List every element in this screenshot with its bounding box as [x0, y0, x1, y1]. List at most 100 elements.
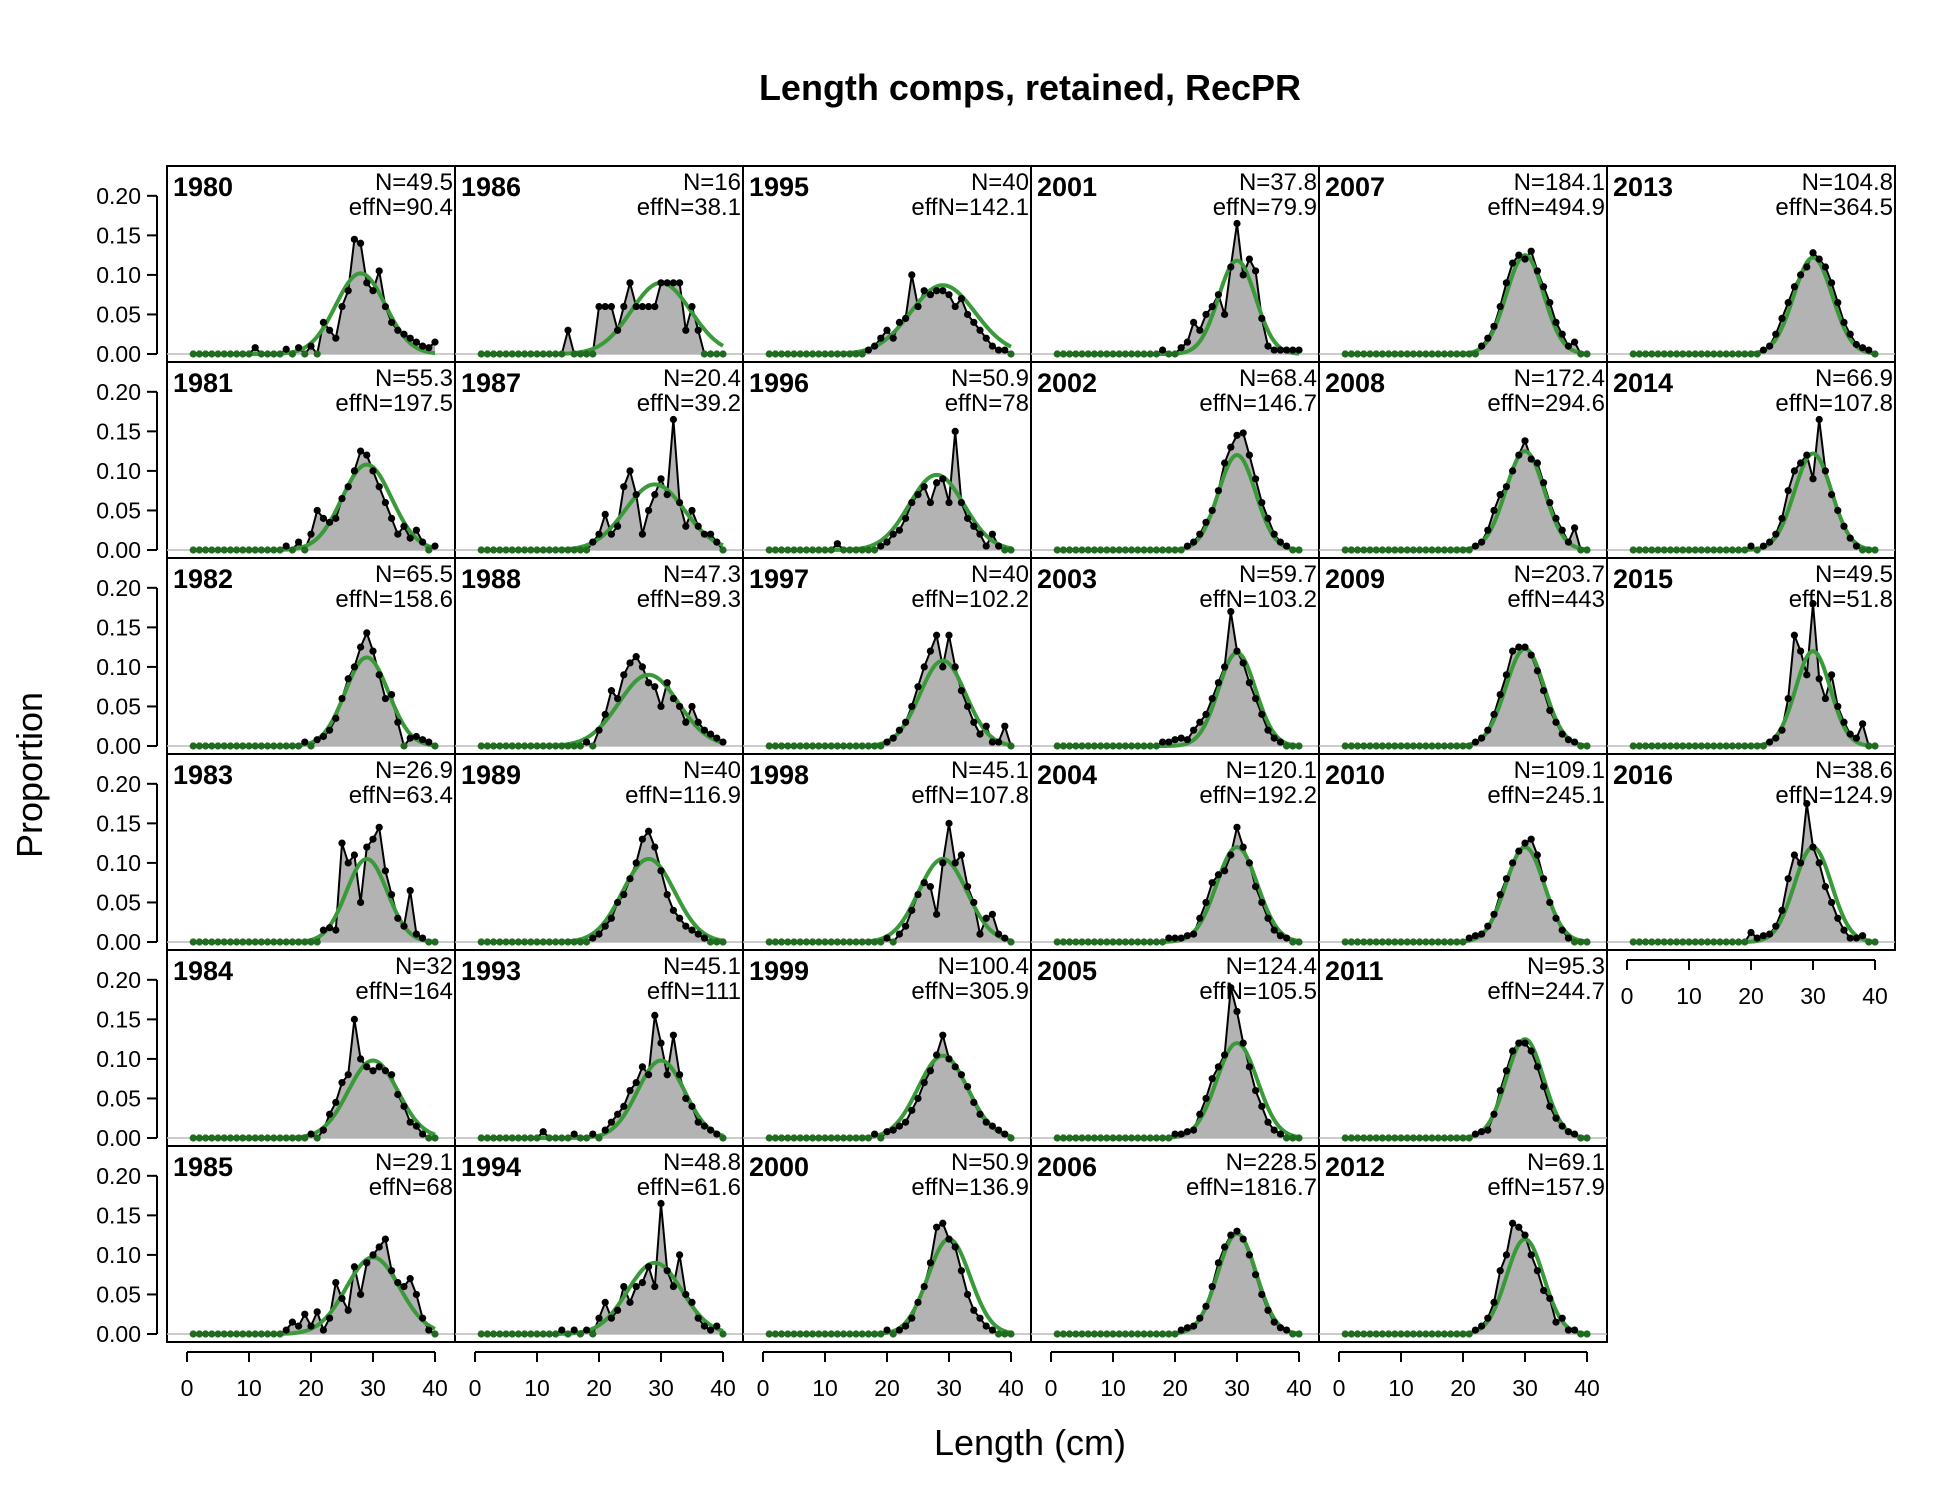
observed-point: [545, 1134, 554, 1142]
observed-point: [1183, 542, 1191, 550]
observed-point: [1214, 679, 1222, 687]
observed-point: [858, 350, 866, 358]
observed-point: [1090, 1330, 1098, 1338]
observed-point: [1078, 1330, 1086, 1338]
observed-point: [1834, 506, 1842, 515]
observed-point: [282, 345, 290, 353]
observed-point: [620, 1102, 628, 1110]
observed-point: [1354, 1134, 1362, 1142]
observed-point: [1815, 255, 1823, 263]
observed-point: [700, 530, 709, 538]
observed-point: [214, 938, 222, 946]
observed-point: [1183, 1128, 1191, 1136]
observed-point: [620, 483, 628, 491]
observed-point: [1648, 546, 1656, 554]
observed-point: [595, 726, 603, 734]
observed-point: [195, 938, 203, 946]
observed-point: [195, 742, 203, 750]
observed-point: [1385, 1330, 1393, 1338]
observed-point: [1772, 922, 1780, 930]
observed-point: [1360, 1134, 1368, 1142]
observed-point: [1865, 742, 1873, 750]
observed-point: [790, 1134, 798, 1142]
observed-point: [914, 1094, 922, 1103]
observed-point: [502, 350, 510, 358]
observed-point: [552, 350, 560, 358]
observed-point: [1865, 546, 1873, 554]
observed-point: [332, 714, 340, 722]
observed-point: [1385, 938, 1393, 946]
observed-point: [276, 938, 284, 946]
x-tick-label: 40: [710, 1375, 736, 1401]
observed-point: [276, 742, 284, 750]
observed-point: [1245, 859, 1253, 867]
observed-point: [1484, 922, 1492, 930]
panel-n-label: N=66.9: [1815, 365, 1893, 392]
panel-effn-label: effN=79.9: [1213, 194, 1317, 221]
observed-point: [1403, 350, 1411, 358]
observed-area: [769, 635, 1011, 746]
observed-point: [784, 1330, 792, 1338]
x-tick-label: 0: [181, 1375, 194, 1401]
observed-point: [394, 326, 402, 334]
observed-point: [564, 1134, 572, 1142]
observed-point: [1546, 498, 1554, 507]
observed-point: [1509, 259, 1517, 267]
observed-point: [713, 938, 721, 946]
observed-point: [1772, 330, 1780, 338]
observed-point: [1673, 546, 1681, 554]
observed-point: [895, 1122, 904, 1130]
observed-point: [338, 839, 346, 847]
observed-point: [1109, 350, 1117, 358]
observed-point: [1558, 526, 1566, 534]
observed-point: [1673, 938, 1681, 946]
y-tick-label: 0.20: [96, 183, 141, 209]
observed-point: [539, 350, 547, 358]
panel-effn-label: effN=111: [647, 978, 741, 1005]
observed-point: [1121, 1330, 1129, 1338]
observed-point: [1691, 350, 1699, 358]
observed-point: [700, 1322, 709, 1330]
observed-point: [688, 702, 696, 711]
observed-point: [1564, 1326, 1572, 1334]
observed-point: [933, 1223, 941, 1231]
observed-point: [1146, 546, 1154, 554]
observed-point: [765, 1330, 773, 1338]
observed-point: [895, 726, 904, 734]
observed-point: [1852, 340, 1860, 349]
observed-point: [1540, 1286, 1548, 1295]
observed-point: [344, 1306, 352, 1314]
observed-point: [626, 1086, 634, 1095]
observed-point: [626, 1298, 634, 1306]
observed-point: [295, 1134, 303, 1142]
observed-point: [1097, 350, 1105, 358]
observed-point: [651, 302, 659, 311]
observed-point: [533, 742, 541, 750]
observed-point: [189, 350, 197, 358]
observed-point: [245, 1330, 253, 1338]
observed-point: [970, 1306, 978, 1314]
observed-point: [1490, 322, 1498, 330]
observed-point: [951, 663, 959, 671]
observed-point: [1090, 938, 1098, 946]
observed-point: [1583, 742, 1591, 750]
observed-point: [508, 546, 516, 554]
observed-point: [778, 742, 786, 750]
observed-point: [926, 498, 935, 507]
observed-point: [908, 702, 916, 711]
observed-point: [1540, 479, 1548, 487]
observed-point: [1171, 736, 1179, 744]
observed-point: [357, 447, 365, 455]
observed-point: [564, 1330, 572, 1338]
observed-point: [601, 922, 609, 930]
observed-point: [527, 742, 535, 750]
x-tick-label: 0: [469, 1375, 482, 1401]
observed-point: [1416, 1134, 1424, 1142]
observed-point: [1821, 263, 1829, 271]
y-tick-label: 0.00: [96, 341, 141, 367]
observed-point: [400, 1282, 408, 1291]
observed-point: [1341, 546, 1349, 554]
observed-point: [1834, 914, 1842, 922]
observed-point: [889, 1330, 897, 1338]
